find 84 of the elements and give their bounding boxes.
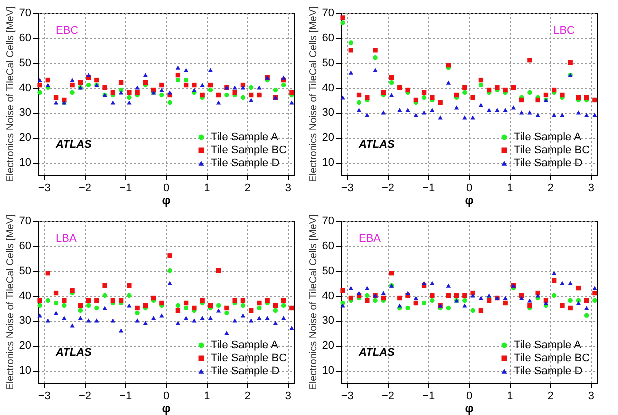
x-tick-label: −2 — [78, 390, 92, 402]
annotation: ATLAS — [55, 139, 93, 151]
y-tick-label: 40 — [19, 290, 32, 302]
annotation: ATLAS — [55, 347, 93, 359]
x-tick-label: 3 — [285, 390, 292, 402]
x-tick-label: −1 — [120, 390, 132, 402]
x-axis-title: φ — [465, 194, 474, 208]
y-tick-label: 70 — [322, 8, 334, 20]
annotation: EBC — [56, 25, 79, 37]
x-tick-label: 3 — [588, 182, 594, 194]
legend-label: Tile Sample D — [514, 366, 583, 378]
y-tick-label: 20 — [19, 132, 32, 144]
x-axis-title: φ — [162, 402, 172, 415]
x-axis-title: φ — [162, 194, 172, 208]
y-axis-title: Electronics Noise of TileCal Cells [MeV] — [308, 214, 320, 390]
x-tick-label: 0 — [163, 390, 170, 402]
annotation: ATLAS — [358, 139, 396, 151]
x-tick-label: 1 — [507, 390, 514, 402]
y-tick-label: 30 — [19, 107, 32, 120]
y-tick-label: 70 — [19, 216, 32, 228]
y-tick-label: 30 — [322, 107, 334, 120]
legend-label: Tile Sample D — [514, 158, 583, 170]
x-tick-label: −2 — [78, 182, 92, 194]
x-tick-label: −2 — [382, 182, 395, 194]
y-tick-label: 10 — [322, 157, 334, 170]
y-tick-label: 30 — [322, 315, 334, 328]
x-tick-label: −3 — [341, 390, 354, 402]
x-axis-title: φ — [465, 402, 474, 415]
legend-label: Tile Sample BC — [514, 144, 590, 156]
y-axis-title: Electronics Noise of TileCal Cells [MeV] — [308, 6, 320, 182]
x-tick-label: 2 — [244, 390, 251, 402]
y-tick-label: 60 — [19, 32, 32, 44]
x-tick-label: −1 — [422, 390, 436, 402]
x-tick-label: 2 — [548, 182, 554, 194]
y-tick-label: 40 — [322, 82, 334, 94]
y-tick-label: 60 — [19, 240, 32, 252]
x-tick-label: 0 — [466, 182, 473, 194]
y-tick-label: 50 — [322, 265, 334, 278]
y-tick-label: 30 — [19, 315, 32, 328]
legend-label: Tile Sample D — [211, 366, 280, 378]
x-tick-label: −3 — [38, 390, 51, 402]
y-tick-label: 70 — [19, 8, 32, 20]
legend-label: Tile Sample A — [514, 340, 582, 352]
x-tick-label: −3 — [341, 182, 354, 194]
x-tick-label: 1 — [507, 182, 514, 194]
annotation: LBA — [56, 233, 78, 245]
y-tick-label: 40 — [322, 290, 334, 302]
y-tick-label: 60 — [322, 240, 334, 252]
y-axis-title: Electronics Noise of TileCal Cells [MeV] — [5, 6, 16, 182]
legend-label: Tile Sample A — [211, 340, 280, 352]
legend-label: Tile Sample BC — [211, 144, 288, 156]
y-tick-label: 50 — [322, 57, 334, 70]
x-tick-label: 2 — [548, 390, 554, 402]
y-tick-label: 50 — [19, 57, 32, 70]
annotation: EBA — [359, 233, 382, 245]
legend-label: Tile Sample BC — [211, 352, 288, 364]
legend-label: Tile Sample D — [211, 158, 280, 170]
y-tick-label: 70 — [322, 216, 334, 228]
x-tick-label: 3 — [588, 390, 594, 402]
y-tick-label: 20 — [19, 340, 32, 352]
y-tick-label: 40 — [19, 82, 32, 94]
y-tick-label: 10 — [19, 365, 32, 378]
x-tick-label: 1 — [204, 390, 210, 402]
x-tick-label: 1 — [204, 182, 210, 194]
y-tick-label: 50 — [19, 265, 32, 278]
legend-label: Tile Sample BC — [514, 352, 590, 364]
x-tick-label: −3 — [38, 182, 51, 194]
x-tick-label: 0 — [163, 182, 170, 194]
y-tick-label: 10 — [19, 157, 32, 170]
x-tick-label: 2 — [244, 182, 251, 194]
x-tick-label: 0 — [466, 390, 473, 402]
y-tick-label: 60 — [322, 32, 334, 44]
x-tick-label: −1 — [120, 182, 132, 194]
legend-label: Tile Sample A — [514, 132, 582, 144]
y-axis-title: Electronics Noise of TileCal Cells [MeV] — [5, 214, 16, 390]
annotation: LBC — [554, 25, 576, 37]
annotation: ATLAS — [358, 347, 396, 359]
x-tick-label: −1 — [422, 182, 436, 194]
x-tick-label: −2 — [382, 390, 395, 402]
y-tick-label: 20 — [322, 132, 334, 144]
x-tick-label: 3 — [285, 182, 292, 194]
y-tick-label: 10 — [322, 365, 334, 378]
legend-label: Tile Sample A — [211, 132, 280, 144]
y-tick-label: 20 — [322, 340, 334, 352]
